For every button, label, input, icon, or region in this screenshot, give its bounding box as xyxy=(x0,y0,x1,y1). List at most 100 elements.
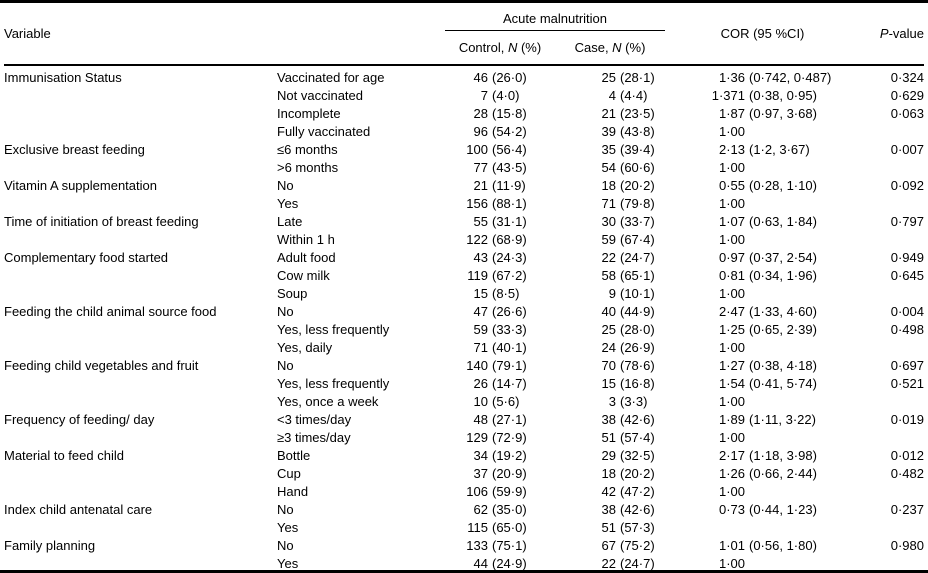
table-row: Soup 15 (8·5) 9 (10·1) 1·00 xyxy=(4,284,924,302)
table-row: Time of initiation of breast feeding Late… xyxy=(4,212,924,230)
case-percent: (65·1) xyxy=(620,267,655,283)
control-n-cell: 37 (20·9) xyxy=(445,466,555,481)
control-count: 129 xyxy=(466,429,488,445)
control-n-cell: 96 (54·2) xyxy=(445,124,555,139)
cor-value: 1·00 xyxy=(718,339,745,355)
table-body: Immunisation Status Vaccinated for age 46(… xyxy=(4,66,924,572)
case-percent: (26·9) xyxy=(620,339,655,355)
control-n-cell: 7 (4·0) xyxy=(445,88,555,103)
category-label: Not vaccinated xyxy=(277,87,363,103)
pvalue-cell: 0·092 xyxy=(890,177,924,193)
control-count: 140 xyxy=(466,357,488,373)
case-count: 18 xyxy=(601,465,616,481)
case-count: 22 xyxy=(601,555,616,571)
control-n-cell: 34 (19·2) xyxy=(445,448,555,463)
table-row: Not vaccinated 7 (4·0) 4 (4·4) 1·371 (0·38, 0·… xyxy=(4,86,924,104)
case-percent: (67·4) xyxy=(620,231,655,247)
control-percent: (27·1) xyxy=(492,411,527,427)
case-count: 39 xyxy=(601,123,616,139)
control-count: 28 xyxy=(473,105,488,121)
control-n-cell: 122 (68·9) xyxy=(445,232,555,247)
table-row: Hand 106 (59·9) 42 (47·2) 1·00 xyxy=(4,482,924,500)
case-count: 35 xyxy=(601,141,616,157)
category-label: Late xyxy=(277,213,303,229)
control-percent: (8·5) xyxy=(492,285,520,301)
control-n-cell: 47 (26·6) xyxy=(445,304,555,319)
table-row: Material to feed child Bottle 34 (19·2) 29 (3… xyxy=(4,446,924,464)
table-row: Immunisation Status Vaccinated for age 46(… xyxy=(4,68,924,86)
variable-label: Frequency of feeding/ day xyxy=(4,411,155,427)
case-count: 18 xyxy=(601,177,616,193)
control-percent: (35·0) xyxy=(492,501,527,517)
pvalue-cell: 0·949 xyxy=(890,249,924,265)
control-percent: (20·9) xyxy=(492,465,527,481)
case-count: 25 xyxy=(601,69,616,85)
column-header-pvalue: P-value xyxy=(860,26,924,41)
case-percent: (28·1) xyxy=(620,69,655,85)
cor-value: 1·87 xyxy=(718,105,745,121)
control-percent: (40·1) xyxy=(492,339,527,355)
cor-cell: 1·89 (1·11, 3·22) xyxy=(665,412,860,427)
case-percent: (57·3) xyxy=(620,519,655,535)
cor-cell: 1·87 (0·97, 3·68) xyxy=(665,106,860,121)
case-n-cell: 4 (4·4) xyxy=(555,88,665,103)
cor-value: 0·97 xyxy=(718,249,745,265)
control-percent: (33·3) xyxy=(492,321,527,337)
cor-value: 1·00 xyxy=(718,159,745,175)
case-n-cell: 59 (67·4) xyxy=(555,232,665,247)
case-n-cell: 25 (28·1) xyxy=(555,70,665,85)
control-percent: (24·9) xyxy=(492,555,527,571)
pvalue-cell: 0·019 xyxy=(890,411,924,427)
case-count: 38 xyxy=(601,411,616,427)
cor-cell: 1·00 xyxy=(665,430,860,445)
case-count: 25 xyxy=(601,321,616,337)
cor-value: 1·36 xyxy=(718,69,745,85)
variable-label: Exclusive breast feeding xyxy=(4,141,145,157)
cor-cell: 1·00 xyxy=(665,286,860,301)
case-n-cell: 22 (24·7) xyxy=(555,250,665,265)
case-n-cell: 9 (10·1) xyxy=(555,286,665,301)
cor-cell: 2·47 (1·33, 4·60) xyxy=(665,304,860,319)
case-percent: (3·3) xyxy=(620,393,648,409)
category-label: No xyxy=(277,537,294,553)
table-row: ≥3 times/day 129 (72·9) 51 (57·4) 1·00 xyxy=(4,428,924,446)
cor-ci: (0·28, 1·10) xyxy=(749,177,817,193)
control-n-cell: 43 (24·3) xyxy=(445,250,555,265)
control-percent: (65·0) xyxy=(492,519,527,535)
table-row: Exclusive breast feeding ≤6 months 100 (56·… xyxy=(4,140,924,158)
control-n-cell: 46 (26·0) xyxy=(445,70,555,85)
case-count: 24 xyxy=(601,339,616,355)
case-n-cell: 15 (16·8) xyxy=(555,376,665,391)
case-n-cell: 29 (32·5) xyxy=(555,448,665,463)
category-label: Within 1 h xyxy=(277,231,335,247)
control-count: 133 xyxy=(466,537,488,553)
control-count: 122 xyxy=(466,231,488,247)
column-header-variable: Variable xyxy=(4,26,51,41)
case-header-n: N xyxy=(612,40,622,55)
cor-ci: (1·11, 3·22) xyxy=(749,411,816,427)
variable-label: Family planning xyxy=(4,537,96,553)
case-percent: (24·7) xyxy=(620,249,655,265)
control-n-cell: 106 (59·9) xyxy=(445,484,555,499)
cor-cell: 1·26 (0·66, 2·44) xyxy=(665,466,860,481)
category-label: Cow milk xyxy=(277,267,330,283)
control-n-cell: 77 (43·5) xyxy=(445,160,555,175)
category-label: No xyxy=(277,357,294,373)
table-row: Yes, once a week 10 (5·6) 3 (3·3) 1·00 xyxy=(4,392,924,410)
cor-cell: 1·00 xyxy=(665,484,860,499)
case-percent: (75·2) xyxy=(620,537,655,553)
cor-value: 2·17 xyxy=(718,447,745,463)
pvalue-cell: 0·012 xyxy=(890,447,924,463)
cor-ci: (0·34, 1·96) xyxy=(749,267,817,283)
column-header-acute-malnutrition: Acute malnutrition xyxy=(445,3,665,31)
control-n-cell: 100 (56·4) xyxy=(445,142,555,157)
pvalue-cell: 0·063 xyxy=(890,105,924,121)
control-header-prefix: Control, xyxy=(458,40,508,55)
cor-value: 1·00 xyxy=(718,555,745,571)
control-percent: (15·8) xyxy=(492,105,527,121)
case-count: 59 xyxy=(601,231,616,247)
pvalue-cell: 0·498 xyxy=(890,321,924,337)
control-count: 71 xyxy=(473,339,488,355)
cor-cell: 1·27 (0·38, 4·18) xyxy=(665,358,860,373)
